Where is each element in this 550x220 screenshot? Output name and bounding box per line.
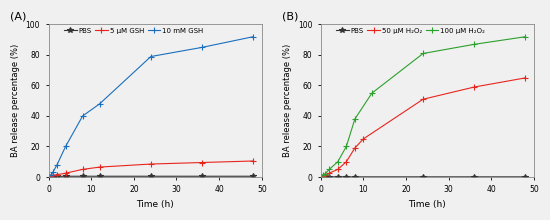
10 mM GSH — [250, 35, 256, 38]
100 μM H₂O₂ — [317, 176, 324, 178]
5 μM GSH — [96, 166, 103, 168]
100 μM H₂O₂ — [322, 173, 328, 175]
100 μM H₂O₂ — [368, 92, 375, 94]
Y-axis label: BA release percentage (%): BA release percentage (%) — [11, 44, 20, 157]
100 μM H₂O₂ — [343, 145, 350, 148]
100 μM H₂O₂ — [334, 160, 341, 163]
10 mM GSH — [50, 171, 56, 174]
100 μM H₂O₂ — [420, 52, 426, 55]
100 μM H₂O₂ — [320, 174, 326, 177]
PBS — [54, 175, 60, 178]
PBS — [322, 176, 328, 178]
PBS — [62, 175, 69, 178]
PBS — [147, 175, 154, 178]
50 μM H₂O₂ — [343, 160, 350, 163]
PBS — [50, 175, 56, 178]
10 mM GSH — [199, 46, 205, 49]
5 μM GSH — [79, 168, 86, 171]
5 μM GSH — [147, 163, 154, 165]
PBS — [471, 176, 477, 178]
PBS — [334, 176, 341, 178]
PBS — [317, 176, 324, 178]
10 mM GSH — [147, 55, 154, 58]
PBS — [343, 176, 350, 178]
X-axis label: Time (h): Time (h) — [136, 200, 174, 209]
50 μM H₂O₂ — [317, 176, 324, 178]
5 μM GSH — [45, 176, 52, 178]
PBS — [420, 176, 426, 178]
PBS — [250, 175, 256, 178]
50 μM H₂O₂ — [351, 147, 358, 149]
PBS — [320, 176, 326, 178]
PBS — [199, 175, 205, 178]
5 μM GSH — [62, 172, 69, 174]
50 μM H₂O₂ — [322, 174, 328, 177]
5 μM GSH — [250, 160, 256, 162]
PBS — [326, 176, 333, 178]
Line: 10 mM GSH: 10 mM GSH — [46, 34, 256, 180]
Legend: PBS, 5 μM GSH, 10 mM GSH: PBS, 5 μM GSH, 10 mM GSH — [63, 26, 205, 35]
Line: 100 μM H₂O₂: 100 μM H₂O₂ — [318, 34, 528, 180]
5 μM GSH — [47, 175, 54, 178]
X-axis label: Time (h): Time (h) — [409, 200, 446, 209]
50 μM H₂O₂ — [420, 98, 426, 101]
Legend: PBS, 50 μM H₂O₂, 100 μM H₂O₂: PBS, 50 μM H₂O₂, 100 μM H₂O₂ — [335, 26, 487, 35]
10 mM GSH — [96, 103, 103, 105]
50 μM H₂O₂ — [334, 168, 341, 171]
Text: (B): (B) — [282, 11, 299, 21]
50 μM H₂O₂ — [326, 172, 333, 174]
10 mM GSH — [47, 174, 54, 177]
50 μM H₂O₂ — [522, 77, 529, 79]
100 μM H₂O₂ — [471, 43, 477, 46]
PBS — [522, 176, 529, 178]
Line: 50 μM H₂O₂: 50 μM H₂O₂ — [318, 75, 528, 180]
10 mM GSH — [45, 176, 52, 178]
5 μM GSH — [50, 174, 56, 177]
10 mM GSH — [79, 115, 86, 117]
Line: 5 μM GSH: 5 μM GSH — [46, 158, 256, 180]
5 μM GSH — [54, 173, 60, 176]
100 μM H₂O₂ — [351, 118, 358, 120]
PBS — [351, 176, 358, 178]
PBS — [79, 175, 86, 178]
Line: PBS: PBS — [318, 174, 528, 180]
Y-axis label: BA release percentage (%): BA release percentage (%) — [283, 44, 293, 157]
100 μM H₂O₂ — [326, 168, 333, 171]
50 μM H₂O₂ — [471, 86, 477, 88]
Line: PBS: PBS — [46, 173, 256, 180]
10 mM GSH — [54, 163, 60, 166]
Text: (A): (A) — [10, 11, 26, 21]
100 μM H₂O₂ — [522, 35, 529, 38]
50 μM H₂O₂ — [360, 138, 367, 140]
PBS — [47, 175, 54, 178]
PBS — [45, 176, 52, 178]
PBS — [96, 175, 103, 178]
5 μM GSH — [199, 161, 205, 164]
10 mM GSH — [62, 145, 69, 148]
50 μM H₂O₂ — [320, 175, 326, 178]
